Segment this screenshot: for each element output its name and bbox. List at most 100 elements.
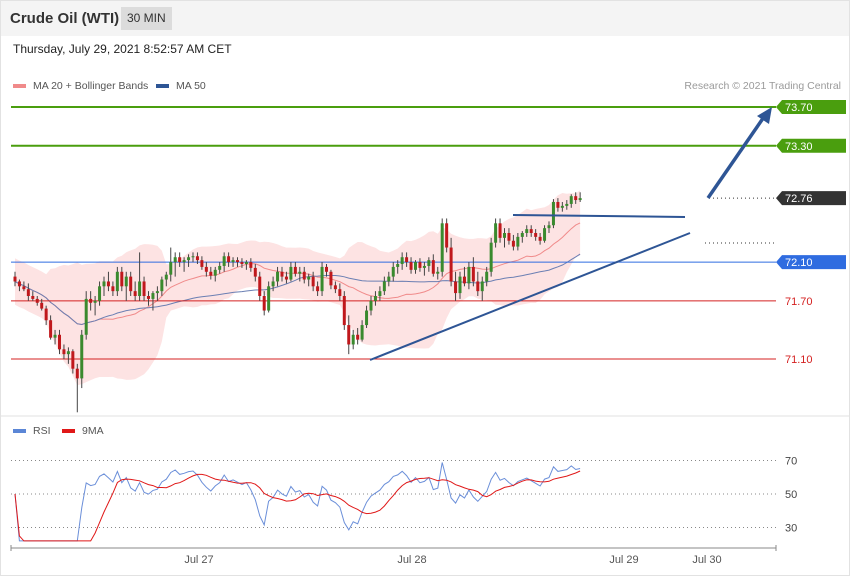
candle-body	[382, 281, 386, 292]
candle-body	[164, 274, 168, 280]
candle-body	[325, 266, 328, 272]
candle-body	[111, 286, 115, 292]
candle-body	[124, 276, 128, 287]
legend-ma50-swatch	[156, 84, 169, 88]
x-tick-label: Jul 30	[692, 554, 721, 566]
candle-body	[387, 276, 391, 282]
candle-body	[338, 289, 342, 296]
x-tick-label: Jul 28	[397, 554, 426, 566]
candle-body	[302, 271, 306, 280]
candle-body	[293, 266, 297, 274]
level-label-73.30: 73.30	[785, 141, 813, 153]
candle-body	[236, 260, 239, 263]
candle-body	[138, 281, 142, 296]
candle-body	[187, 257, 191, 261]
candle-body	[569, 196, 573, 204]
candle-body	[440, 223, 444, 272]
candle-body	[75, 368, 79, 379]
candle-body	[378, 291, 382, 296]
candle-body	[155, 291, 159, 294]
x-tick-label: Jul 27	[184, 554, 213, 566]
candle-body	[373, 296, 377, 301]
legend-9ma-label: 9MA	[82, 425, 104, 437]
candle-body	[80, 334, 84, 379]
candle-body	[405, 257, 409, 263]
candle-body	[333, 285, 337, 290]
candle-body	[53, 334, 57, 338]
candle-body	[142, 281, 146, 296]
legend-rsi-swatch	[13, 429, 26, 433]
candle-body	[49, 320, 53, 338]
candle-body	[520, 233, 524, 237]
candle-body	[284, 276, 288, 280]
candle-body	[71, 351, 75, 369]
candle-body	[534, 233, 538, 237]
candle-body	[267, 286, 271, 311]
level-label-72.10: 72.10	[785, 257, 813, 269]
legend-9ma-swatch	[62, 429, 75, 433]
level-label-71.70: 71.70	[785, 296, 813, 308]
candle-body	[360, 325, 364, 340]
candle-body	[120, 271, 124, 287]
candle-body	[182, 260, 186, 263]
candle-body	[62, 349, 66, 355]
candle-body	[525, 229, 529, 233]
candle-body	[480, 281, 484, 292]
candle-body	[169, 262, 173, 275]
candle-body	[458, 276, 462, 294]
projection-arrow-head	[757, 107, 772, 124]
timeframe-badge[interactable]: 30 MIN	[121, 7, 172, 30]
candle-body	[218, 265, 222, 270]
candle-body	[543, 228, 547, 241]
candle-body	[289, 266, 293, 280]
candle-body	[436, 271, 440, 274]
candle-body	[66, 351, 70, 355]
candle-body	[369, 300, 373, 311]
candle-body	[494, 223, 498, 243]
level-label-73.70: 73.70	[785, 102, 813, 114]
candle-body	[178, 257, 182, 263]
candle-body	[320, 266, 324, 292]
candle-body	[418, 262, 422, 268]
rsi-9ma-line	[14, 470, 581, 542]
candle-body	[471, 266, 475, 282]
legend-ma20-swatch	[13, 84, 26, 88]
candle-body	[560, 205, 564, 208]
candle-body	[507, 233, 511, 241]
candle-body	[485, 271, 489, 282]
candle-body	[13, 276, 17, 282]
candle-body	[498, 223, 502, 238]
candle-body	[26, 289, 30, 296]
candle-body	[565, 203, 569, 206]
candle-body	[311, 276, 315, 287]
ma50-line	[14, 253, 581, 326]
candle-body	[578, 198, 582, 201]
instrument-title: Crude Oil (WTI)	[10, 10, 120, 27]
legend-ma50: MA 50	[156, 80, 206, 92]
candle-body	[347, 325, 351, 345]
candle-body	[529, 229, 533, 233]
candle-body	[574, 196, 578, 201]
candle-body	[258, 276, 262, 296]
candle-body	[462, 276, 466, 284]
candle-body	[409, 262, 413, 270]
candle-body	[106, 281, 110, 287]
candle-body	[489, 242, 493, 272]
level-tag-73.30	[776, 138, 846, 153]
projection-arrow-shaft	[706, 113, 768, 199]
candle-body	[551, 201, 555, 226]
candle-body	[31, 296, 35, 299]
candle-body	[476, 281, 480, 292]
candle-body	[58, 334, 61, 350]
candle-body	[516, 236, 520, 247]
bollinger-band	[15, 190, 581, 386]
candle-body	[17, 281, 21, 287]
last-price-label: 72.76	[785, 193, 813, 205]
candle-body	[102, 281, 106, 287]
candle-body	[249, 262, 253, 268]
candle-body	[22, 286, 26, 290]
candle-body	[173, 257, 177, 263]
candle-body	[400, 257, 404, 265]
legend-ma50-label: MA 50	[176, 80, 206, 92]
